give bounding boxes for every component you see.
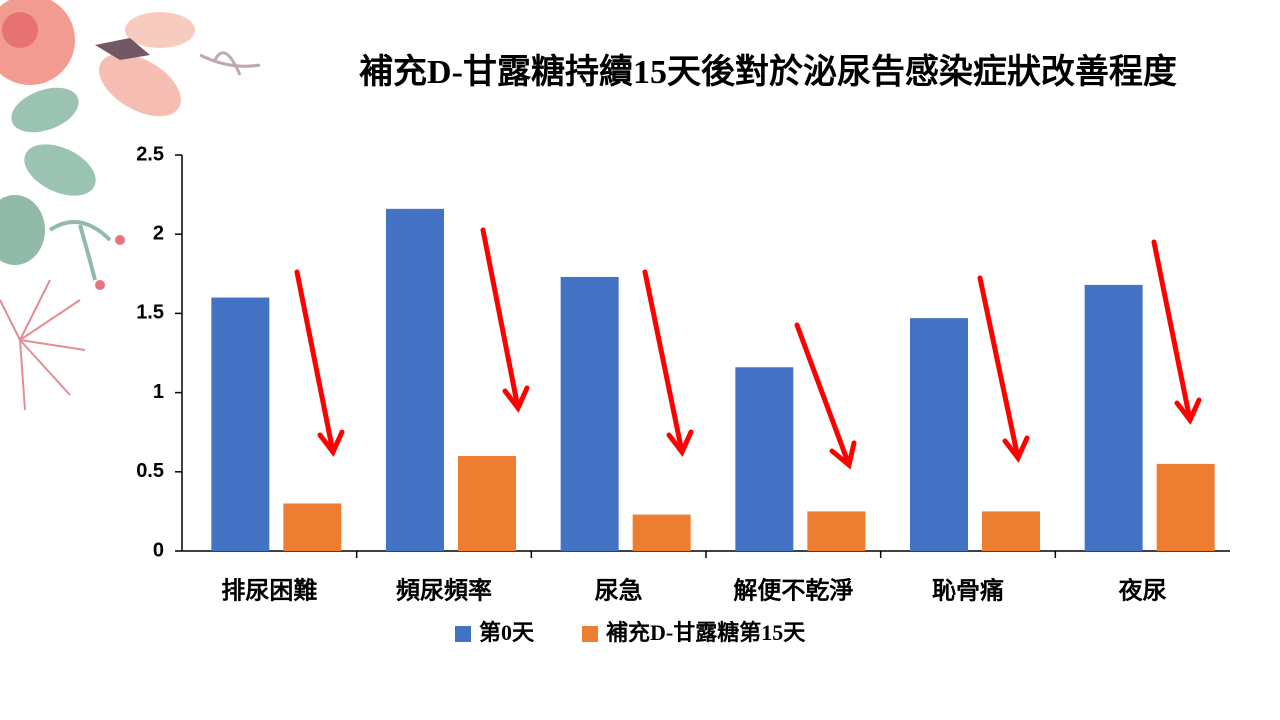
bar xyxy=(458,455,516,551)
bars xyxy=(211,208,1215,551)
bar xyxy=(283,503,342,551)
bar xyxy=(982,511,1040,551)
x-tick-label: 解便不乾淨 xyxy=(733,577,853,605)
bar xyxy=(910,318,968,551)
legend-swatch xyxy=(582,626,599,642)
bar xyxy=(386,208,444,551)
y-tick-label: 2.5 xyxy=(136,143,164,165)
y-tick-label: 1.5 xyxy=(136,302,164,324)
x-tick-label: 夜尿 xyxy=(1118,577,1167,605)
x-tick-label: 頻尿頻率 xyxy=(396,577,492,605)
x-tick-label: 排尿困難 xyxy=(221,577,317,605)
y-tick-label: 0 xyxy=(153,539,164,561)
y-tick-label: 2 xyxy=(153,222,164,244)
x-tick-label: 尿急 xyxy=(595,577,643,605)
legend-label: 補充D-甘露糖第15天 xyxy=(605,620,806,645)
chart-title: 補充D-甘露糖持續15天後對於泌尿告感染症狀改善程度 xyxy=(359,53,1177,91)
bar xyxy=(807,511,866,551)
bar xyxy=(211,297,270,551)
bar xyxy=(560,276,619,551)
bar xyxy=(735,367,794,551)
bar xyxy=(1156,463,1215,551)
y-tick-label: 1 xyxy=(153,381,164,403)
floral-decoration xyxy=(0,0,261,411)
bar xyxy=(632,514,691,551)
bar xyxy=(1084,284,1143,551)
y-tick-label: 0.5 xyxy=(136,460,164,482)
legend-label: 第0天 xyxy=(479,620,535,645)
trend-arrows xyxy=(294,227,1202,470)
legend-swatch xyxy=(455,626,471,642)
x-tick-label: 恥骨痛 xyxy=(932,577,1004,605)
